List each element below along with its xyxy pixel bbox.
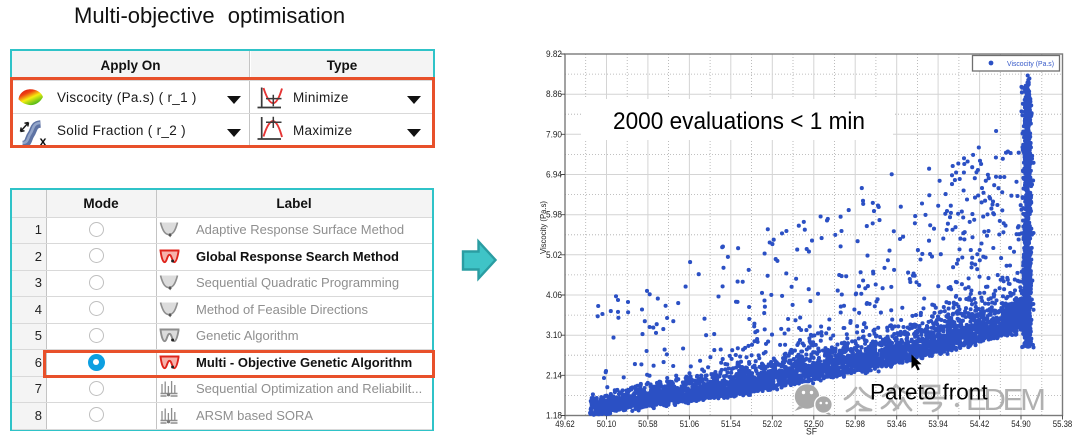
- svg-text:52.98: 52.98: [845, 419, 865, 430]
- svg-text:50.10: 50.10: [597, 419, 617, 430]
- svg-text:2000 evaluations < 1 min: 2000 evaluations < 1 min: [613, 108, 865, 135]
- svg-text:Viscocity (Pa.s): Viscocity (Pa.s): [538, 201, 548, 254]
- svg-text:1.18: 1.18: [546, 411, 562, 422]
- svg-text:4.06: 4.06: [546, 290, 562, 301]
- svg-text:53.46: 53.46: [887, 419, 907, 430]
- svg-text:52.02: 52.02: [763, 419, 783, 430]
- svg-text:8.86: 8.86: [546, 89, 562, 100]
- svg-text:2.14: 2.14: [546, 370, 562, 381]
- svg-text:54.90: 54.90: [1011, 419, 1031, 430]
- svg-text:52.50: 52.50: [804, 419, 824, 430]
- svg-text:x: x: [40, 135, 47, 148]
- svg-text:51.06: 51.06: [680, 419, 700, 430]
- svg-text:49.62: 49.62: [555, 419, 575, 430]
- svg-text:53.94: 53.94: [928, 419, 948, 430]
- svg-text:5.02: 5.02: [546, 250, 562, 261]
- svg-text:Pareto front: Pareto front: [870, 380, 988, 405]
- svg-text:EDEM: EDEM: [966, 382, 1046, 417]
- svg-text:5.98: 5.98: [546, 210, 562, 221]
- svg-text:55.38: 55.38: [1053, 419, 1073, 430]
- svg-text:3.10: 3.10: [546, 330, 562, 341]
- svg-text:7.90: 7.90: [546, 129, 562, 140]
- svg-text:54.42: 54.42: [970, 419, 990, 430]
- svg-text:9.82: 9.82: [546, 49, 562, 60]
- svg-text:51.54: 51.54: [721, 419, 741, 430]
- svg-text:6.94: 6.94: [546, 170, 562, 181]
- svg-text:Viscocity (Pa.s): Viscocity (Pa.s): [1007, 59, 1054, 68]
- svg-text:50.58: 50.58: [638, 419, 658, 430]
- svg-text:SF: SF: [806, 427, 817, 438]
